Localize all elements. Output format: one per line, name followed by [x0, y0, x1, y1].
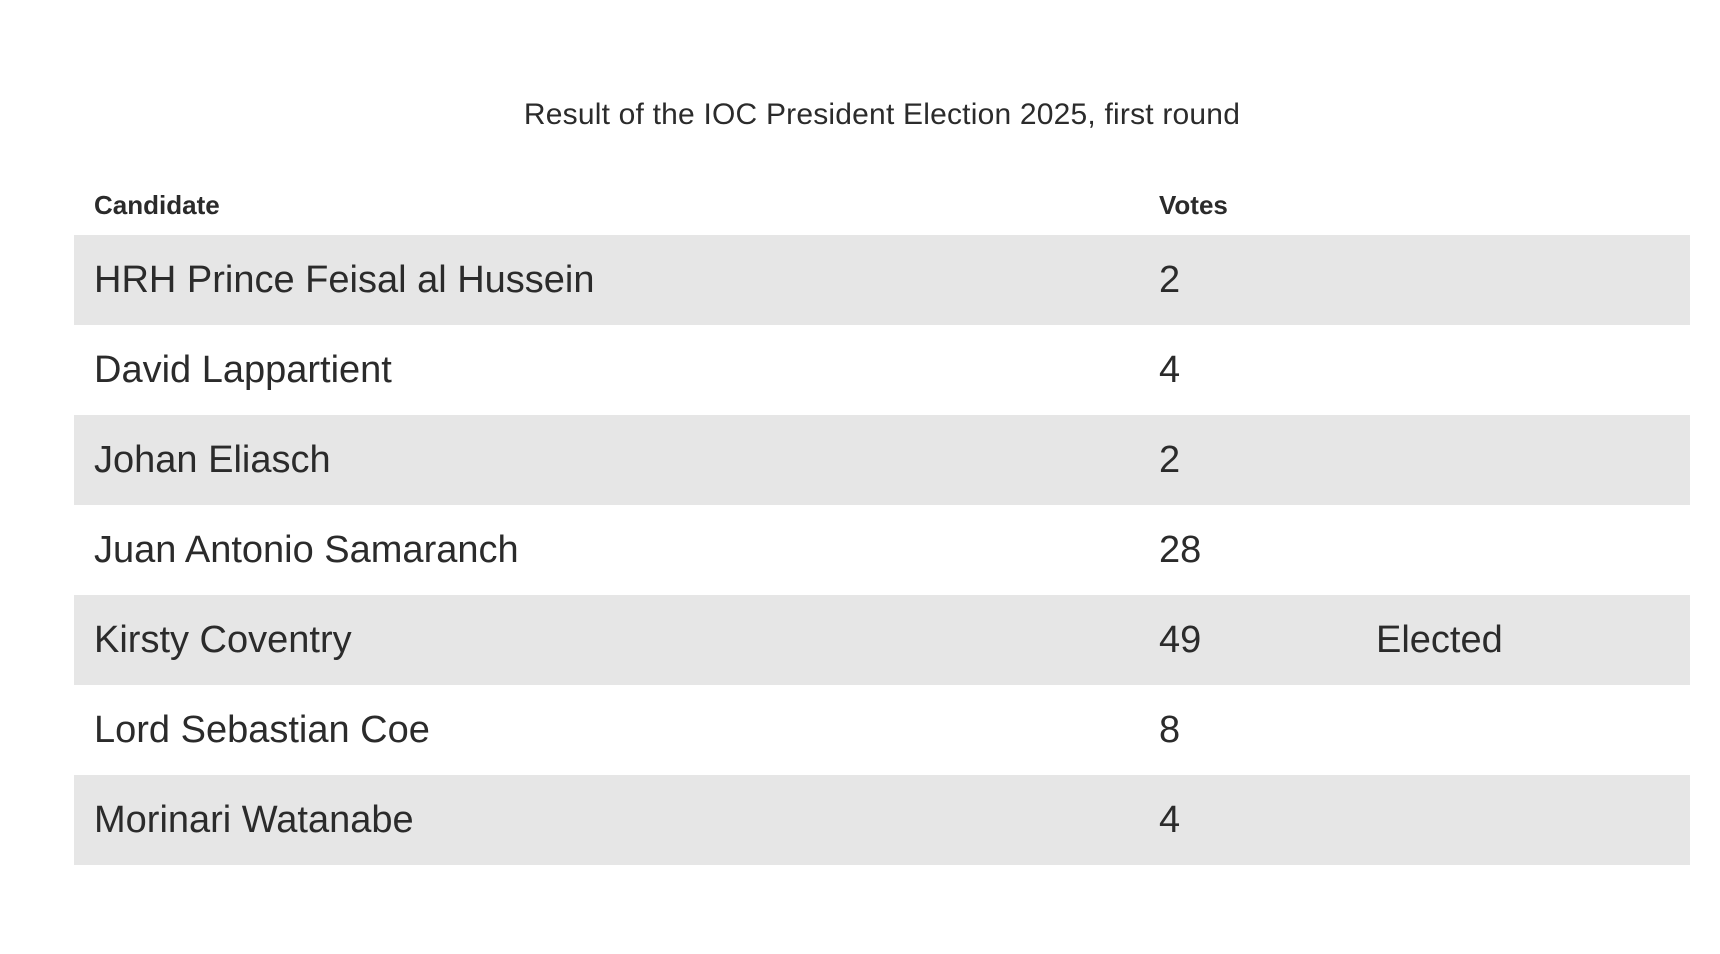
column-header-candidate: Candidate [94, 190, 220, 220]
table-row: Lord Sebastian Coe 8 [74, 685, 1690, 775]
status-cell-elected: Elected [1356, 595, 1690, 685]
votes-cell: 28 [1139, 505, 1356, 595]
header-row: Candidate Votes [74, 176, 1690, 235]
table-row-elected: Kirsty Coventry 49 Elected [74, 595, 1690, 685]
column-header-votes: Votes [1159, 190, 1228, 220]
table-caption: Result of the IOC President Election 202… [523, 98, 1241, 131]
results-figure: Result of the IOC President Election 202… [74, 0, 1690, 954]
candidate-cell: Juan Antonio Samaranch [74, 505, 1139, 595]
candidate-cell: HRH Prince Feisal al Hussein [74, 235, 1139, 325]
candidate-cell: Johan Eliasch [74, 415, 1139, 505]
status-cell [1356, 685, 1690, 775]
table-row: David Lappartient 4 [74, 325, 1690, 415]
table-row: Juan Antonio Samaranch 28 [74, 505, 1690, 595]
table-row: Johan Eliasch 2 [74, 415, 1690, 505]
status-cell [1356, 505, 1690, 595]
votes-cell: 8 [1139, 685, 1356, 775]
table-row: Morinari Watanabe 4 [74, 775, 1690, 865]
votes-cell: 4 [1139, 325, 1356, 415]
status-cell [1356, 325, 1690, 415]
votes-cell: 2 [1139, 415, 1356, 505]
status-cell [1356, 775, 1690, 865]
column-header-status [1356, 176, 1690, 235]
results-table: Candidate Votes HRH Prince Feisal al Hus… [74, 176, 1690, 865]
votes-cell: 49 [1139, 595, 1356, 685]
votes-cell: 2 [1139, 235, 1356, 325]
status-cell [1356, 235, 1690, 325]
status-cell [1356, 415, 1690, 505]
candidate-cell: Kirsty Coventry [74, 595, 1139, 685]
candidate-cell: Morinari Watanabe [74, 775, 1139, 865]
candidate-cell: David Lappartient [74, 325, 1139, 415]
votes-cell: 4 [1139, 775, 1356, 865]
table-row: HRH Prince Feisal al Hussein 2 [74, 235, 1690, 325]
candidate-cell: Lord Sebastian Coe [74, 685, 1139, 775]
